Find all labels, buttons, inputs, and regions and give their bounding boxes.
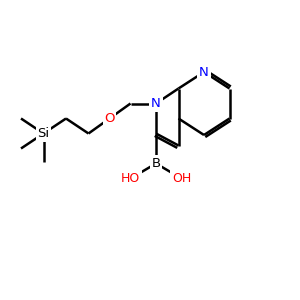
Text: N: N [151,97,161,110]
Text: Si: Si [38,127,50,140]
Text: OH: OH [172,172,191,185]
Text: O: O [104,112,115,125]
Text: HO: HO [121,172,140,185]
Text: N: N [199,65,209,79]
Text: B: B [152,157,160,170]
